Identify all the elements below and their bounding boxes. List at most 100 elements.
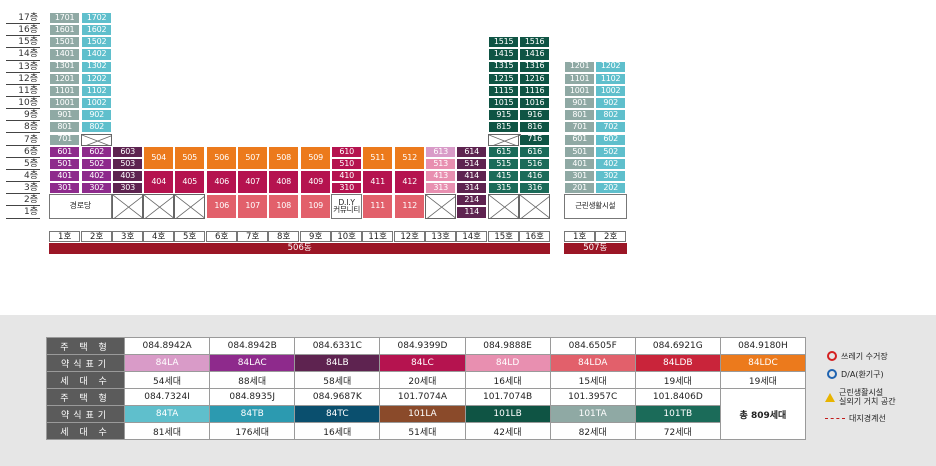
type-code-cell: 84LDB — [634, 354, 721, 372]
table-cell: 084.8942A — [123, 337, 211, 355]
floor-label: 8층 — [6, 121, 40, 134]
boundary-line-icon — [825, 418, 845, 419]
table-cell: 101.8406D — [634, 388, 721, 406]
void-cell — [519, 194, 551, 219]
table-cell: 15세대 — [549, 371, 636, 389]
table-cell: 084.6921G — [634, 337, 721, 355]
trash-circle-icon — [827, 351, 837, 361]
table-cell: 084.9687K — [294, 388, 381, 406]
floor-label: 11층 — [6, 85, 40, 98]
table-cell: 101.7074B — [464, 388, 551, 406]
da-circle-icon — [827, 369, 837, 379]
unit-cell: 615 — [488, 145, 520, 158]
unit-cell: 513 — [425, 157, 457, 170]
unit-cell: 407 — [237, 169, 269, 195]
unit-cell: 505 — [174, 145, 206, 170]
unit-cell: 1001 — [564, 84, 596, 98]
unit-cell: 1316 — [519, 60, 551, 73]
legend-neighborhood-line2: 실외기 거치 공간 — [839, 397, 896, 406]
floor-label: 6층 — [6, 146, 40, 158]
unit-cell: 802 — [81, 121, 113, 134]
legend-trash-label: 쓰레기 수거장 — [841, 351, 888, 361]
void-cell — [425, 194, 457, 219]
table-cell: 084.9399D — [379, 337, 466, 355]
unit-cell: 409 — [300, 169, 332, 195]
unit-cell: 514 — [456, 157, 488, 170]
unit-cell: 509 — [300, 145, 332, 170]
unit-cell: 301 — [49, 182, 81, 195]
unit-cell: 1402 — [81, 48, 113, 61]
unit-cell: 616 — [519, 145, 551, 158]
unit-cell: 1001 — [49, 97, 81, 110]
table-cell: 58세대 — [294, 371, 381, 389]
housing-type-table: 주 택 형 084.8942A 084.8942B 084.6331C 084.9399… — [46, 337, 807, 440]
unit-cell: 602 — [595, 133, 627, 146]
code-header: 약식표기 — [46, 405, 125, 423]
floor-label: 9층 — [6, 109, 40, 122]
table-cell: 20세대 — [379, 371, 466, 389]
floor-label: 16층 — [6, 24, 40, 37]
floor-label: 17층 — [6, 12, 40, 25]
unit-cell: 510 — [331, 157, 363, 170]
households-row-1: 세 대 수 54세대 88세대 58세대 20세대 16세대 15세대 19세대 19세대 — [46, 371, 807, 389]
unit-cell: 1015 — [488, 97, 520, 110]
unit-cell: 506 — [206, 145, 238, 170]
warning-triangle-icon — [825, 392, 835, 402]
type-code-cell: 101LB — [464, 405, 551, 423]
households-header: 세 대 수 — [46, 371, 125, 389]
unit-cell: 414 — [456, 169, 488, 183]
unit-cell: 916 — [519, 109, 551, 122]
unit-number-label: 12호 — [394, 231, 426, 242]
unit-cell: 1415 — [488, 48, 520, 61]
unit-cell: 515 — [488, 157, 520, 170]
unit-cell: 1702 — [81, 12, 113, 25]
unit-cell: 613 — [425, 145, 457, 158]
type-code-cell: 84TB — [209, 405, 296, 423]
type-code-cell: 84TA — [123, 405, 211, 423]
table-cell: 72세대 — [634, 422, 721, 440]
legend-da-label: D/A(환기구) — [841, 369, 884, 379]
type-code-cell: 84TC — [294, 405, 381, 423]
building-507-bar: 507동 — [564, 243, 627, 254]
table-cell: 084.6331C — [294, 337, 381, 355]
unit-cell: 508 — [268, 145, 300, 170]
unit-cell: 902 — [595, 97, 627, 110]
unit-cell: 507 — [237, 145, 269, 170]
type-code-cell: 84LA — [123, 354, 211, 372]
unit-cell: 315 — [488, 182, 520, 195]
unit-cell: 702 — [595, 121, 627, 134]
unit-cell: 503 — [112, 157, 144, 170]
unit-cell: 1201 — [564, 60, 596, 73]
void-cell — [488, 194, 520, 219]
unit-cell: 602 — [81, 145, 113, 158]
unit-cell: 302 — [595, 169, 627, 183]
unit-number-label: 11호 — [362, 231, 394, 242]
table-cell: 19세대 — [719, 371, 807, 389]
unit-cell: 1516 — [519, 36, 551, 49]
unit-cell: 415 — [488, 169, 520, 183]
unit-number-label: 7호 — [237, 231, 269, 242]
unit-cell: 408 — [268, 169, 300, 195]
table-cell: 176세대 — [209, 422, 296, 440]
unit-number-label: 5호 — [174, 231, 206, 242]
type-code-cell: 101TB — [634, 405, 721, 423]
unit-cell: 316 — [519, 182, 551, 195]
type-header: 주 택 형 — [46, 337, 125, 355]
unit-cell: 1601 — [49, 24, 81, 37]
legend-boundary: 대지경계선 — [825, 414, 886, 423]
unit-cell: 301 — [564, 169, 596, 183]
floor-label: 14층 — [6, 48, 40, 61]
unit-cell: 1501 — [49, 36, 81, 49]
unit-cell: 901 — [49, 109, 81, 122]
unit-cell: 310 — [331, 182, 363, 195]
unit-cell: 1502 — [81, 36, 113, 49]
table-cell: 084.8935J — [209, 388, 296, 406]
unit-cell: 1602 — [81, 24, 113, 37]
unit-cell: 802 — [595, 109, 627, 122]
unit-cell: 108 — [268, 194, 300, 219]
void-cell — [174, 194, 206, 219]
unit-cell: 111 — [362, 194, 394, 219]
unit-cell: 106 — [206, 194, 238, 219]
floor-label: 10층 — [6, 97, 40, 110]
unit-number-label: 1호 — [49, 231, 81, 242]
